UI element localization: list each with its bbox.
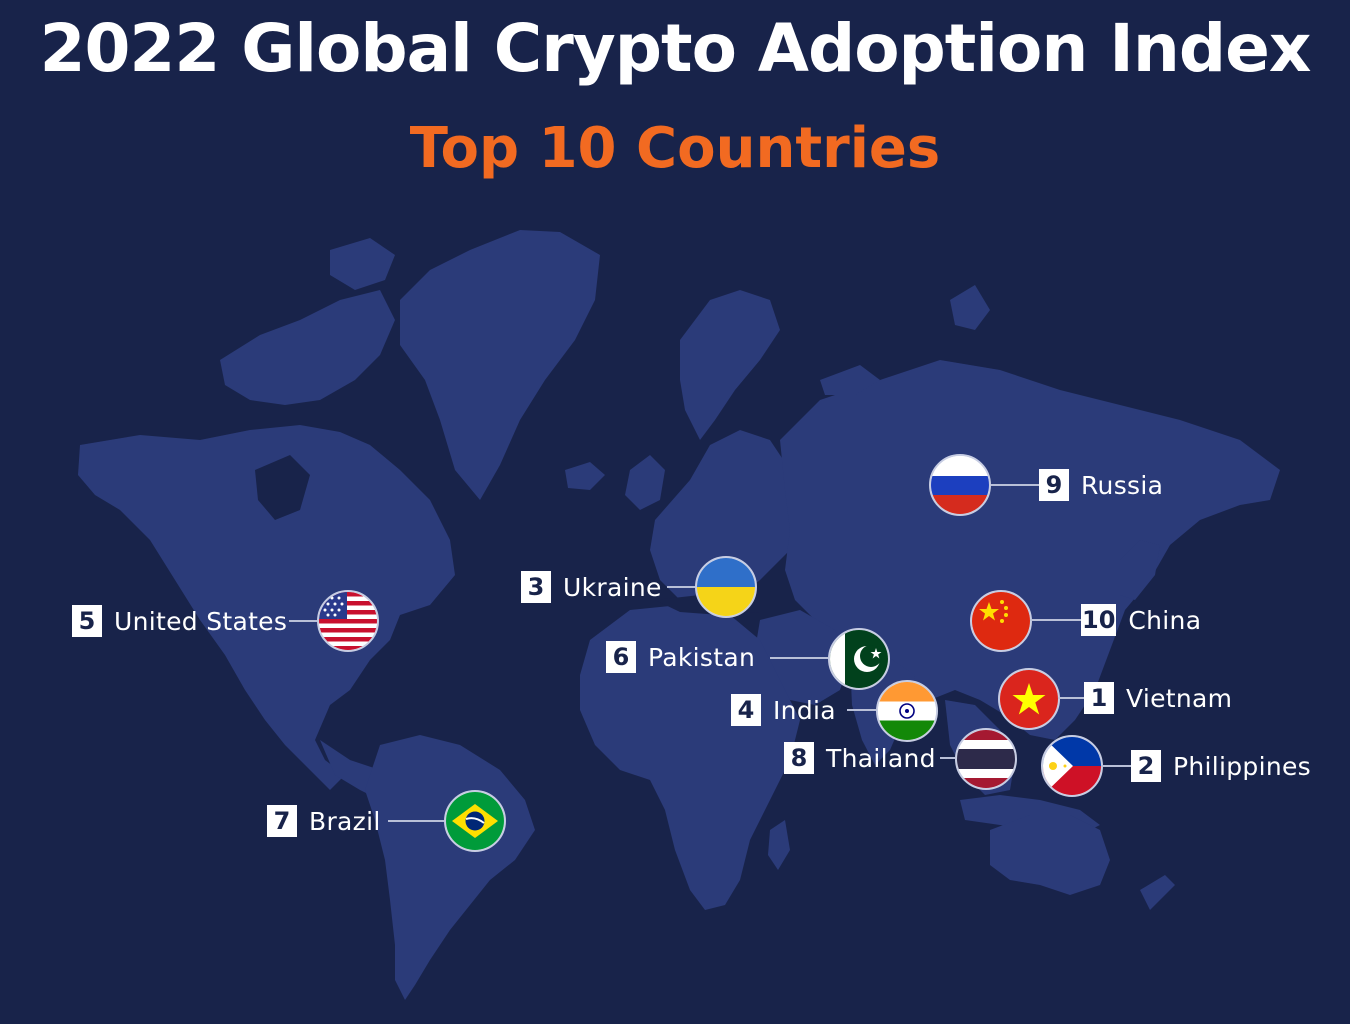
country-label: Russia bbox=[1081, 470, 1164, 500]
ukraine-flag-icon bbox=[695, 556, 757, 618]
north-america-landmass bbox=[78, 425, 455, 790]
iceland-landmass bbox=[565, 462, 605, 490]
asia-landmass bbox=[780, 360, 1280, 740]
united-states-leader-line bbox=[289, 620, 317, 622]
madagascar-landmass bbox=[768, 820, 790, 870]
rank-badge: 5 bbox=[72, 605, 102, 637]
japan-landmass bbox=[1120, 540, 1160, 600]
pakistan-leader-line bbox=[770, 657, 828, 659]
thailand-leader-line bbox=[940, 757, 955, 759]
arctic-islands-landmass bbox=[330, 238, 395, 290]
brazil-flag-icon bbox=[444, 790, 506, 852]
scandinavia-landmass bbox=[680, 290, 780, 440]
country-label: India bbox=[773, 695, 836, 725]
rank-badge: 8 bbox=[784, 742, 814, 774]
russia-flag-icon bbox=[929, 454, 991, 516]
rank-badge: 4 bbox=[731, 694, 761, 726]
page-title: 2022 Global Crypto Adoption Index bbox=[39, 10, 1312, 87]
russia-leader-line bbox=[991, 484, 1039, 486]
australia-landmass bbox=[990, 815, 1110, 895]
country-label: Philippines bbox=[1173, 751, 1311, 781]
country-label: Brazil bbox=[309, 806, 381, 836]
callout-ukraine: 3 Ukraine bbox=[521, 570, 662, 604]
europe-landmass bbox=[650, 430, 810, 610]
country-label: Ukraine bbox=[563, 572, 662, 602]
new-zealand-landmass bbox=[1140, 875, 1175, 910]
vietnam-flag-icon bbox=[998, 668, 1060, 730]
country-label: United States bbox=[114, 606, 288, 636]
arctic-russia-landmass bbox=[950, 285, 990, 330]
india-flag-icon bbox=[876, 680, 938, 742]
pakistan-flag-icon bbox=[828, 628, 890, 690]
callout-united-states: 5 United States bbox=[72, 604, 287, 638]
rank-badge: 3 bbox=[521, 571, 551, 603]
country-label: Thailand bbox=[826, 743, 936, 773]
rank-badge: 9 bbox=[1039, 469, 1069, 501]
callout-brazil: 7 Brazil bbox=[267, 804, 381, 838]
greenland-landmass bbox=[400, 230, 600, 500]
china-leader-line bbox=[1030, 619, 1081, 621]
callout-india: 4 India bbox=[731, 693, 836, 727]
arctic-islands-landmass bbox=[220, 290, 395, 405]
page-subtitle: Top 10 Countries bbox=[409, 116, 941, 181]
callout-russia: 9 Russia bbox=[1039, 468, 1163, 502]
china-flag-icon bbox=[970, 590, 1032, 652]
rank-badge: 10 bbox=[1081, 604, 1117, 636]
philippines-leader-line bbox=[1101, 765, 1131, 767]
vietnam-leader-line bbox=[1058, 697, 1084, 699]
hudson-bay-water bbox=[255, 455, 310, 520]
callout-pakistan: 6 Pakistan bbox=[606, 640, 755, 674]
ukraine-leader-line bbox=[667, 586, 695, 588]
callout-china: 10 China bbox=[1081, 603, 1201, 637]
rank-badge: 2 bbox=[1131, 750, 1161, 782]
india-leader-line bbox=[847, 709, 876, 711]
country-label: Vietnam bbox=[1126, 683, 1233, 713]
united-states-flag-icon bbox=[317, 590, 379, 652]
rank-badge: 1 bbox=[1084, 682, 1114, 714]
south-america-landmass bbox=[365, 735, 535, 1000]
callout-vietnam: 1 Vietnam bbox=[1084, 681, 1232, 715]
callout-thailand: 8 Thailand bbox=[784, 741, 936, 775]
brazil-leader-line bbox=[388, 820, 444, 822]
rank-badge: 6 bbox=[606, 641, 636, 673]
country-label: Pakistan bbox=[648, 642, 756, 672]
arctic-russia-landmass bbox=[820, 365, 880, 395]
thailand-flag-icon bbox=[955, 728, 1017, 790]
country-label: China bbox=[1128, 605, 1202, 635]
britain-landmass bbox=[625, 455, 665, 510]
philippines-flag-icon bbox=[1041, 735, 1103, 797]
rank-badge: 7 bbox=[267, 805, 297, 837]
callout-philippines: 2 Philippines bbox=[1131, 749, 1311, 783]
africa-landmass bbox=[580, 605, 800, 910]
